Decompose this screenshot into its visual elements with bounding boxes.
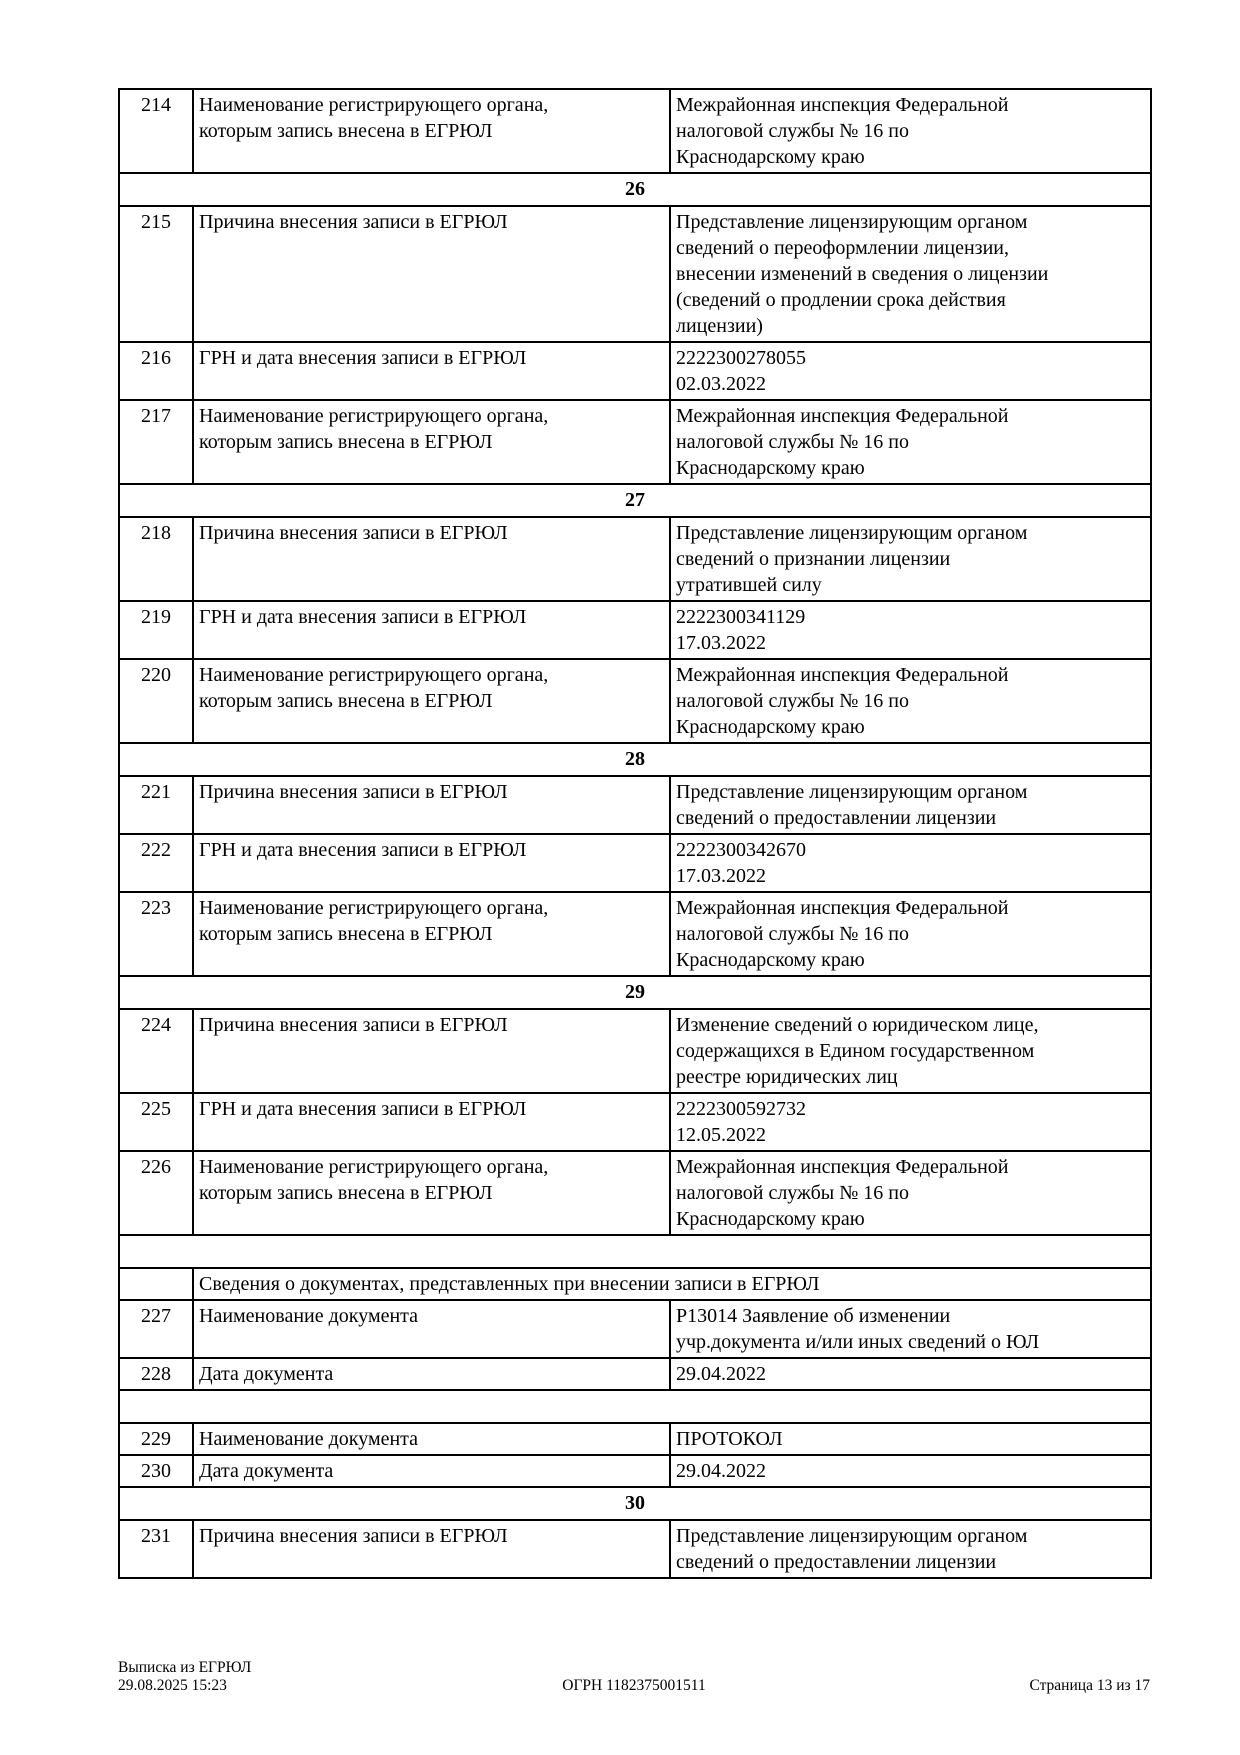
field-name-cell: ГРН и дата внесения записи в ЕГРЮЛ — [192, 833, 671, 893]
field-value-cell: 29.04.2022 — [669, 1454, 1152, 1488]
field-value-cell: 2222300342670 17.03.2022 — [669, 833, 1152, 893]
field-value-cell: Представление лицензирующим органом свед… — [669, 1519, 1152, 1579]
field-value-cell: Межрайонная инспекция Федеральной налого… — [669, 1150, 1152, 1236]
footer-page-number: Страница 13 из 17 — [1029, 1677, 1150, 1694]
table-row: 217 Наименование регистрирующего органа, … — [118, 399, 1152, 485]
footer-doc-title: Выписка из ЕГРЮЛ — [118, 1659, 252, 1676]
field-value-cell: Межрайонная инспекция Федеральной налого… — [669, 399, 1152, 485]
table-row: 218 Причина внесения записи в ЕГРЮЛ Предст… — [118, 516, 1152, 602]
table-row: 220 Наименование регистрирующего органа, … — [118, 658, 1152, 744]
row-number-cell: 218 — [118, 516, 194, 602]
field-value-cell: Изменение сведений о юридическом лице, с… — [669, 1008, 1152, 1094]
section-number-cell: 27 — [118, 483, 1152, 518]
field-name-cell: ГРН и дата внесения записи в ЕГРЮЛ — [192, 341, 671, 401]
row-number-cell: 215 — [118, 205, 194, 343]
empty-cell — [118, 1234, 1152, 1269]
table-row: 222 ГРН и дата внесения записи в ЕГРЮЛ 222… — [118, 833, 1152, 893]
row-number-cell: 219 — [118, 600, 194, 660]
section-header-row: 28 — [118, 742, 1152, 777]
egrul-records-table: 214 Наименование регистрирующего органа, … — [118, 88, 1152, 1579]
row-number-cell: 225 — [118, 1092, 194, 1152]
field-name-cell: Дата документа — [192, 1454, 671, 1488]
row-number-cell: 223 — [118, 891, 194, 977]
section-header-row: 27 — [118, 483, 1152, 518]
table-row: 225 ГРН и дата внесения записи в ЕГРЮЛ 222… — [118, 1092, 1152, 1152]
field-name-cell: Причина внесения записи в ЕГРЮЛ — [192, 1519, 671, 1579]
field-value-cell: Р13014 Заявление об изменении учр.докуме… — [669, 1299, 1152, 1359]
field-name-cell: Наименование регистрирующего органа, кот… — [192, 1150, 671, 1236]
field-value-cell: 2222300278055 02.03.2022 — [669, 341, 1152, 401]
field-name-cell: Причина внесения записи в ЕГРЮЛ — [192, 516, 671, 602]
row-number-cell: 226 — [118, 1150, 194, 1236]
field-name-cell: ГРН и дата внесения записи в ЕГРЮЛ — [192, 1092, 671, 1152]
field-name-cell: Наименование регистрирующего органа, кот… — [192, 891, 671, 977]
row-number-cell: 228 — [118, 1357, 194, 1391]
section-header-row: 29 — [118, 975, 1152, 1010]
section-header-row: 26 — [118, 172, 1152, 207]
section-number-cell: 26 — [118, 172, 1152, 207]
field-name-cell: Наименование регистрирующего органа, кот… — [192, 658, 671, 744]
table-row: 224 Причина внесения записи в ЕГРЮЛ Измене… — [118, 1008, 1152, 1094]
row-number-cell: 221 — [118, 775, 194, 835]
footer-ogrn: ОГРН 1182375001511 — [562, 1677, 706, 1694]
row-number-cell: 217 — [118, 399, 194, 485]
row-number-cell: 231 — [118, 1519, 194, 1579]
field-value-cell: Межрайонная инспекция Федеральной налого… — [669, 891, 1152, 977]
egrul-records-table-body: 214 Наименование регистрирующего органа, … — [118, 88, 1152, 1579]
footer-timestamp: 29.08.2025 15:23 — [118, 1677, 227, 1694]
table-row: 229 Наименование документа ПРОТОКОЛ — [118, 1422, 1152, 1456]
table-row: 231 Причина внесения записи в ЕГРЮЛ Предст… — [118, 1519, 1152, 1579]
section-title-row: Сведения о документах, представленных пр… — [118, 1267, 1152, 1301]
section-title-cell: Сведения о документах, представленных пр… — [192, 1267, 1152, 1301]
table-row: 227 Наименование документа Р13014 Заявлени… — [118, 1299, 1152, 1359]
footer-left: Выписка из ЕГРЮЛ 29.08.2025 15:23 — [118, 1659, 462, 1695]
table-row: 228 Дата документа 29.04.2022 — [118, 1357, 1152, 1391]
row-number-cell: 216 — [118, 341, 194, 401]
field-value-cell: Межрайонная инспекция Федеральной налого… — [669, 658, 1152, 744]
row-number-cell: 220 — [118, 658, 194, 744]
table-row: 219 ГРН и дата внесения записи в ЕГРЮЛ 222… — [118, 600, 1152, 660]
field-name-cell: Причина внесения записи в ЕГРЮЛ — [192, 1008, 671, 1094]
table-row: 223 Наименование регистрирующего органа, … — [118, 891, 1152, 977]
field-name-cell: Причина внесения записи в ЕГРЮЛ — [192, 775, 671, 835]
table-row: 215 Причина внесения записи в ЕГРЮЛ Предст… — [118, 205, 1152, 343]
table-row: 221 Причина внесения записи в ЕГРЮЛ Предст… — [118, 775, 1152, 835]
field-value-cell: 2222300341129 17.03.2022 — [669, 600, 1152, 660]
section-number-cell: 29 — [118, 975, 1152, 1010]
page-footer: Выписка из ЕГРЮЛ 29.08.2025 15:23 ОГРН 1… — [118, 1659, 1150, 1695]
row-number-cell: 224 — [118, 1008, 194, 1094]
row-number-cell: 222 — [118, 833, 194, 893]
empty-row — [118, 1389, 1152, 1424]
field-name-cell: Причина внесения записи в ЕГРЮЛ — [192, 205, 671, 343]
field-value-cell: Представление лицензирующим органом свед… — [669, 205, 1152, 343]
field-name-cell: Наименование документа — [192, 1422, 671, 1456]
field-name-cell: Наименование регистрирующего органа, кот… — [192, 88, 671, 174]
empty-cell — [118, 1389, 1152, 1424]
table-row: 230 Дата документа 29.04.2022 — [118, 1454, 1152, 1488]
field-value-cell: Межрайонная инспекция Федеральной налого… — [669, 88, 1152, 174]
row-number-cell: 214 — [118, 88, 194, 174]
row-number-cell: 230 — [118, 1454, 194, 1488]
field-value-cell: Представление лицензирующим органом свед… — [669, 775, 1152, 835]
field-name-cell: Наименование регистрирующего органа, кот… — [192, 399, 671, 485]
field-name-cell: Наименование документа — [192, 1299, 671, 1359]
field-value-cell: 2222300592732 12.05.2022 — [669, 1092, 1152, 1152]
section-number-cell: 28 — [118, 742, 1152, 777]
field-value-cell: 29.04.2022 — [669, 1357, 1152, 1391]
section-header-row: 30 — [118, 1486, 1152, 1521]
field-value-cell: Представление лицензирующим органом свед… — [669, 516, 1152, 602]
section-number-cell: 30 — [118, 1486, 1152, 1521]
table-row: 214 Наименование регистрирующего органа, … — [118, 88, 1152, 174]
field-name-cell: ГРН и дата внесения записи в ЕГРЮЛ — [192, 600, 671, 660]
row-number-cell: 229 — [118, 1422, 194, 1456]
field-name-cell: Дата документа — [192, 1357, 671, 1391]
empty-row — [118, 1234, 1152, 1269]
table-row: 226 Наименование регистрирующего органа, … — [118, 1150, 1152, 1236]
row-number-cell: 227 — [118, 1299, 194, 1359]
table-row: 216 ГРН и дата внесения записи в ЕГРЮЛ 222… — [118, 341, 1152, 401]
row-number-cell — [118, 1267, 194, 1301]
field-value-cell: ПРОТОКОЛ — [669, 1422, 1152, 1456]
